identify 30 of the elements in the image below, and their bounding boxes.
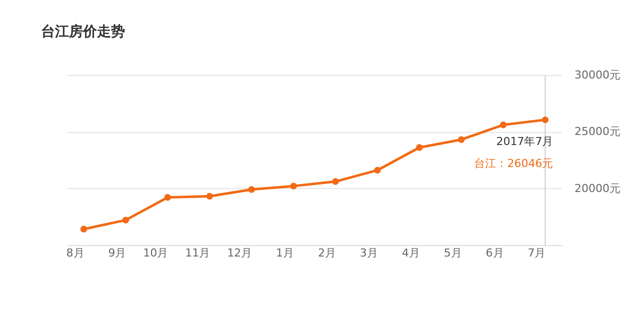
x-tick-label: 5月	[444, 246, 462, 260]
point	[542, 116, 549, 124]
x-tick-label: 8月	[66, 246, 84, 260]
point	[80, 226, 88, 232]
x-tick-label: 3月	[360, 246, 378, 260]
annotation: 2017年7月	[496, 134, 554, 148]
chart-title: 台江房价走势	[40, 23, 125, 40]
point	[248, 186, 255, 193]
annotation: 台江：26046元	[474, 156, 554, 170]
point	[416, 144, 423, 151]
point	[458, 136, 465, 143]
x-tick-label: 12月	[227, 246, 252, 260]
point	[290, 182, 297, 190]
point	[374, 166, 381, 174]
x-tick-label: 6月	[486, 246, 504, 260]
point	[206, 192, 213, 200]
x-tick-label: 10月	[143, 246, 168, 260]
x-tick-label: 4月	[402, 246, 420, 260]
x-tick-label: 2月	[318, 246, 336, 260]
point	[500, 122, 507, 128]
x-tick-label: 11月	[185, 246, 210, 260]
y-tick-label: 30000元	[574, 68, 620, 82]
x-tick-label: 9月	[108, 246, 126, 260]
x-tick-label: 1月	[276, 246, 294, 260]
point	[164, 194, 172, 201]
y-tick-label: 20000元	[574, 182, 620, 195]
point	[332, 178, 339, 185]
point	[122, 216, 130, 224]
x-tick-label: 7月	[528, 246, 546, 260]
y-tick-label: 25000元	[574, 125, 620, 138]
